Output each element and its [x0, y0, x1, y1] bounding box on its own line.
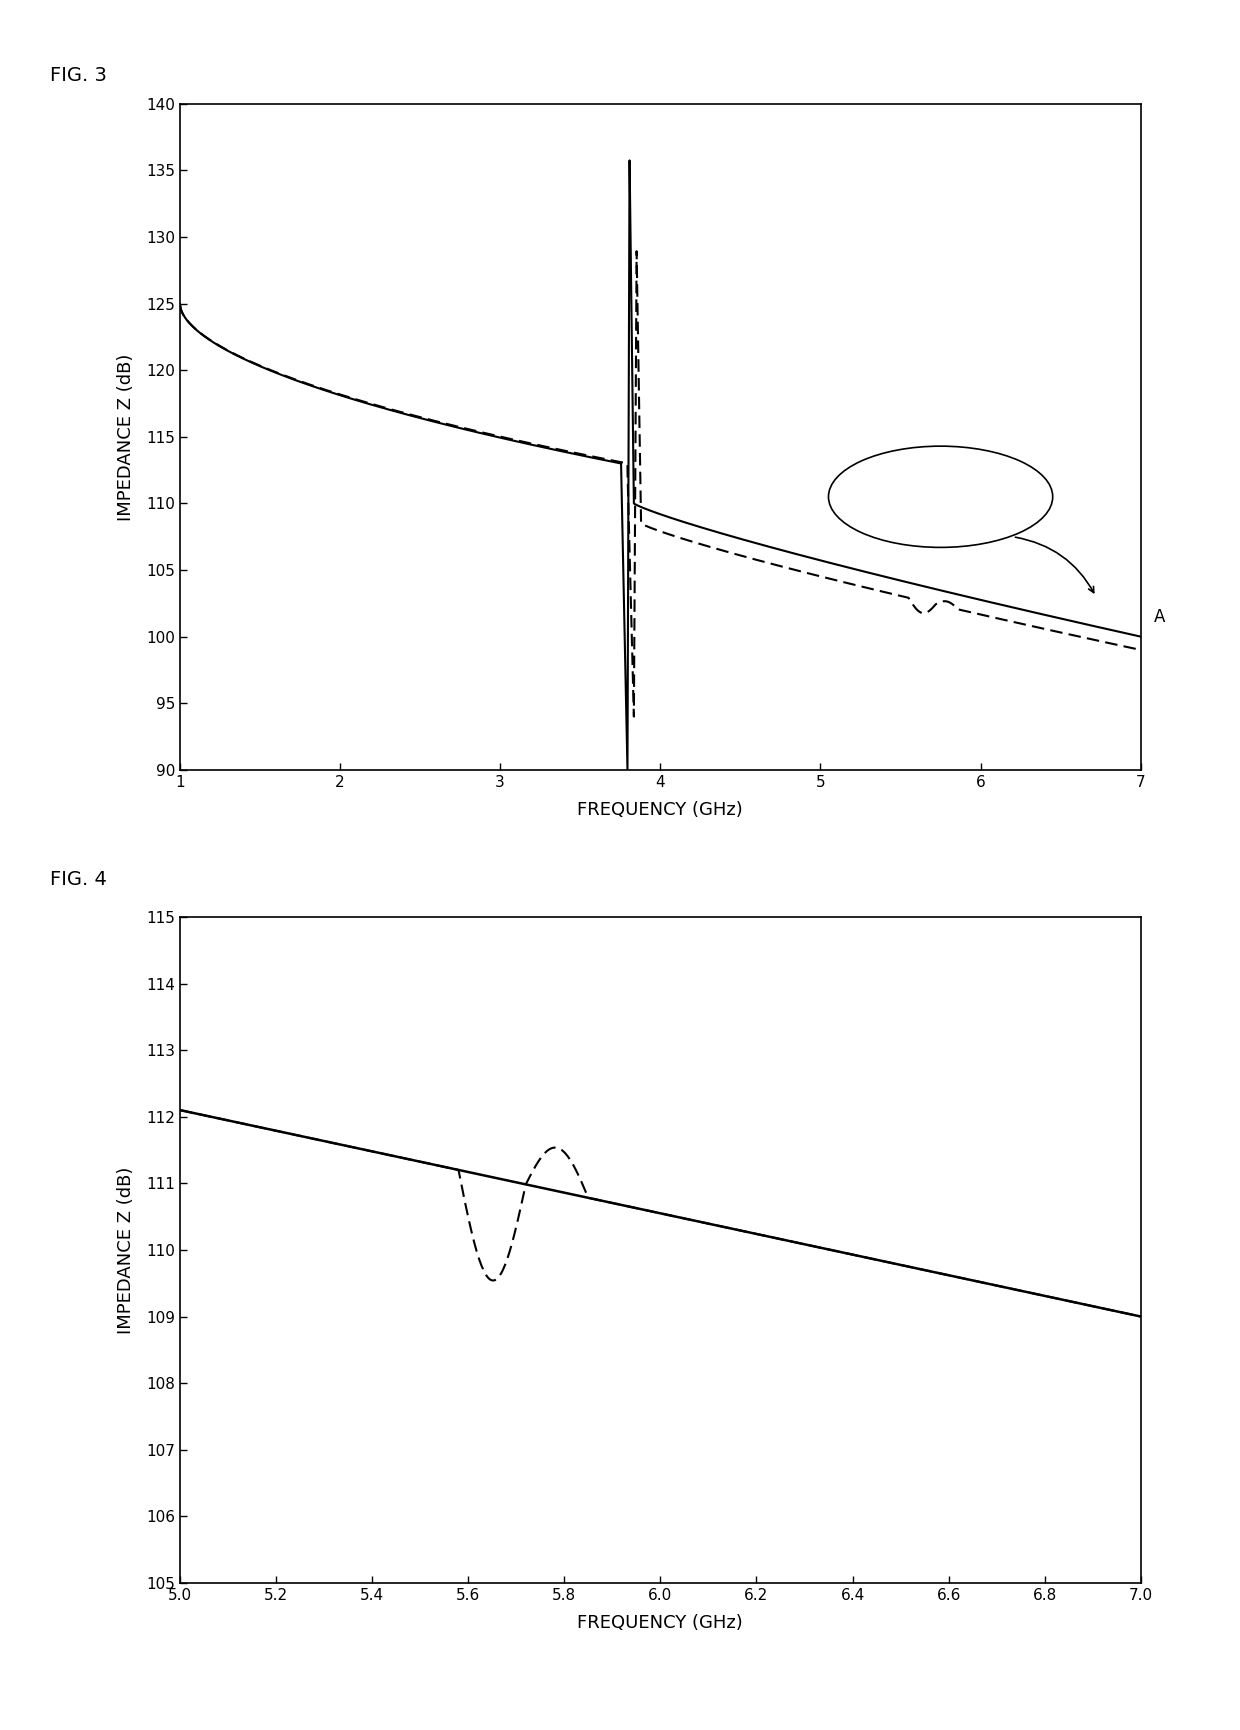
- Text: FIG. 4: FIG. 4: [50, 870, 107, 889]
- X-axis label: FREQUENCY (GHz): FREQUENCY (GHz): [578, 1614, 743, 1631]
- Text: A: A: [1153, 607, 1166, 626]
- X-axis label: FREQUENCY (GHz): FREQUENCY (GHz): [578, 801, 743, 818]
- Y-axis label: IMPEDANCE Z (dB): IMPEDANCE Z (dB): [117, 1166, 135, 1334]
- Y-axis label: IMPEDANCE Z (dB): IMPEDANCE Z (dB): [117, 353, 135, 521]
- Text: FIG. 3: FIG. 3: [50, 66, 107, 85]
